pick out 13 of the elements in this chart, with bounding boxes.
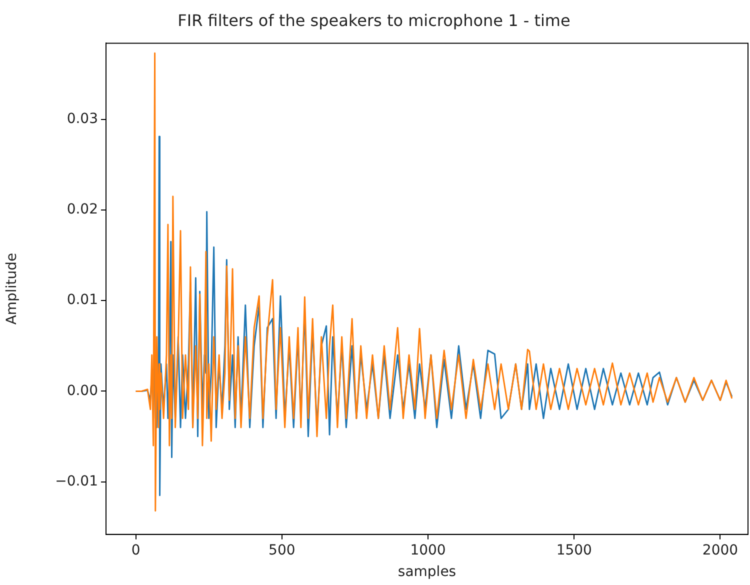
x-tick-label: 500 — [268, 542, 296, 558]
y-tick-label: −0.01 — [55, 473, 98, 490]
y-tick-label: 0.00 — [66, 382, 98, 399]
y-tick-label: 0.01 — [66, 292, 98, 308]
y-axis-title: Amplitude — [4, 252, 20, 325]
y-tick-label: 0.02 — [66, 202, 98, 218]
x-tick-label: 1000 — [410, 542, 446, 558]
x-axis-title: samples — [398, 564, 456, 580]
x-tick-label: 1500 — [556, 542, 592, 558]
y-tick-label: 0.03 — [66, 110, 98, 127]
x-tick-label: 0 — [131, 542, 140, 558]
chart-title: FIR filters of the speakers to microphone 1 - time — [178, 10, 570, 30]
x-tick-label: 2000 — [702, 542, 738, 558]
